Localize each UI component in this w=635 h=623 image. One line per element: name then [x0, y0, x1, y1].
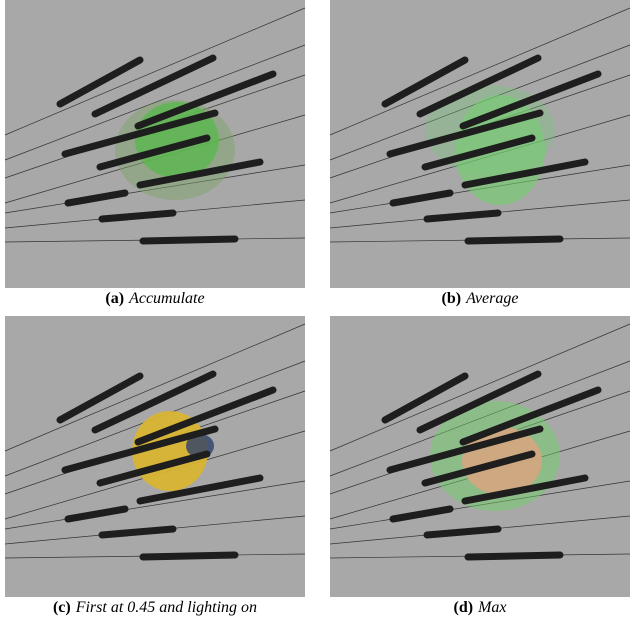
- electrode-bar: [143, 555, 235, 557]
- panel-caption: (b)Average: [442, 290, 519, 307]
- caption-text: First at 0.45 and lighting on: [75, 599, 257, 616]
- caption-label: (c): [53, 599, 71, 616]
- panel-caption: (c)First at 0.45 and lighting on: [53, 599, 257, 616]
- caption-text: Average: [465, 290, 518, 307]
- panel: [330, 0, 630, 288]
- figure: (a)Accumulate (b)Average (c)First at 0.45 …: [0, 0, 635, 623]
- electrode-bar: [468, 555, 560, 557]
- electrode-bar: [143, 239, 235, 241]
- panel-caption: (d)Max: [454, 599, 507, 616]
- caption-text: Max: [477, 599, 506, 616]
- caption-label: (d): [454, 599, 474, 616]
- caption-text: Accumulate: [128, 290, 205, 307]
- panel: [330, 316, 630, 597]
- panel-caption: (a)Accumulate: [105, 290, 204, 307]
- panel: [5, 0, 305, 288]
- caption-label: (b): [442, 290, 462, 307]
- electrode-bar: [468, 239, 560, 241]
- caption-label: (a): [105, 290, 124, 307]
- panel: [5, 316, 305, 597]
